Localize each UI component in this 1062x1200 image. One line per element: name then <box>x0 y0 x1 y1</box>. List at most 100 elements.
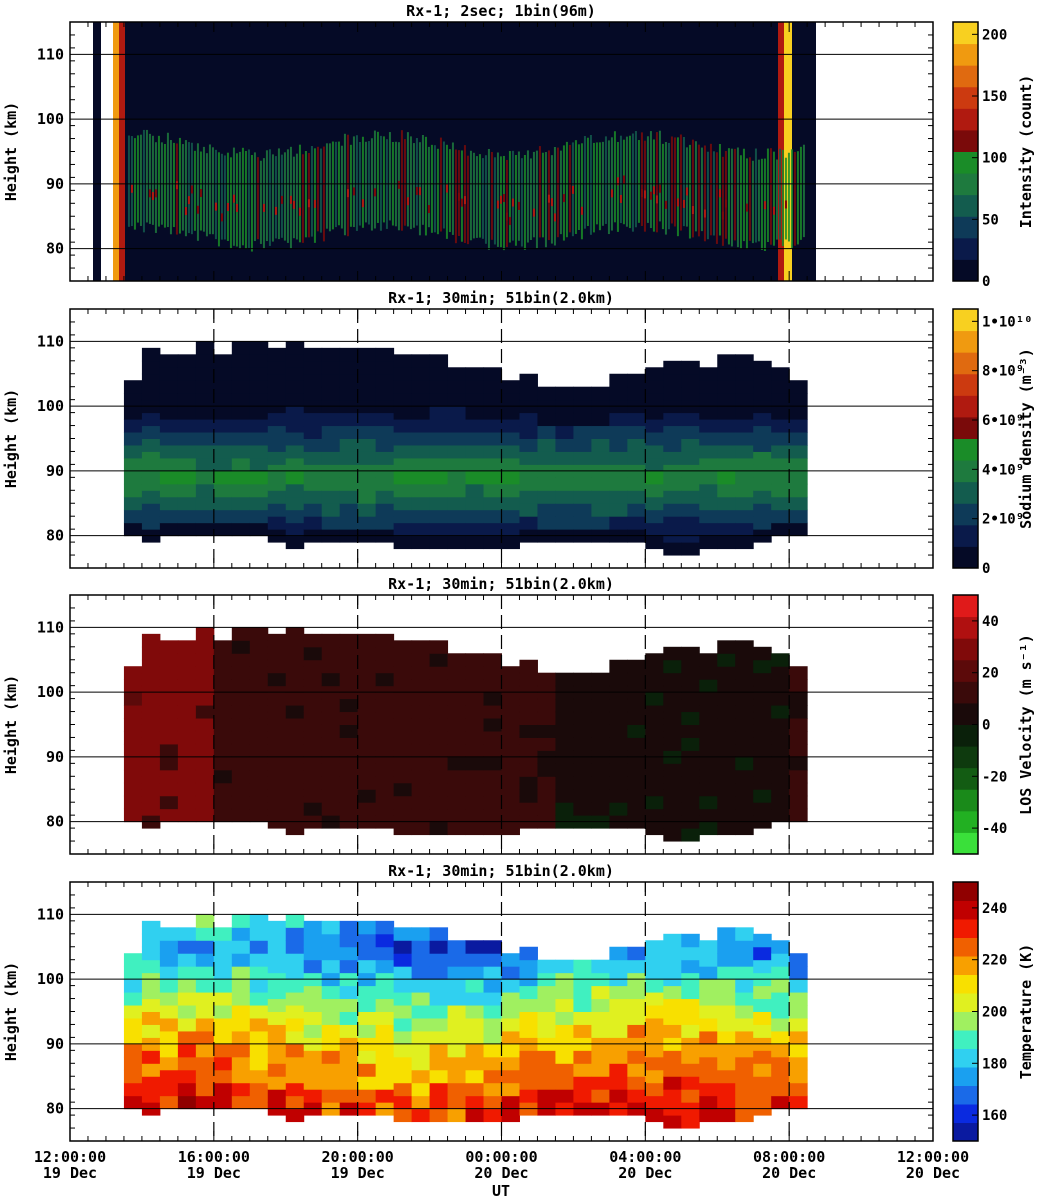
heatmap-cell <box>771 940 790 954</box>
heatmap-cell <box>159 940 179 954</box>
heatmap-cell <box>429 679 449 693</box>
heatmap-cell <box>393 432 413 446</box>
heatmap-cell <box>267 1076 287 1090</box>
heatmap-cell <box>285 640 305 654</box>
heatmap-cell <box>141 1076 161 1090</box>
colorbar-segment <box>953 956 978 975</box>
heatmap-cell <box>717 679 736 693</box>
heatmap-cell <box>357 959 377 974</box>
heatmap-cell <box>231 940 251 954</box>
heatmap-cell <box>303 490 323 504</box>
heatmap-cell <box>519 386 538 401</box>
intensity-stripe <box>736 147 739 248</box>
heatmap-cell <box>681 1115 700 1129</box>
heatmap-cell <box>483 1082 502 1097</box>
heatmap-cell <box>411 718 431 732</box>
heatmap-cell <box>267 998 287 1012</box>
heatmap-cell <box>159 692 179 706</box>
intensity-peak <box>724 199 727 208</box>
heatmap-cell <box>753 490 772 504</box>
heatmap-cell <box>195 769 215 784</box>
heatmap-cell <box>609 451 628 465</box>
heatmap-cell <box>465 769 485 784</box>
intensity-stripe <box>724 151 727 239</box>
heatmap-cell <box>195 640 215 654</box>
heatmap-cell <box>249 1082 269 1097</box>
heatmap-cell <box>717 406 736 420</box>
heatmap-cell <box>789 406 808 420</box>
heatmap-cell <box>321 516 341 530</box>
heatmap-cell <box>735 821 754 836</box>
heatmap-cell <box>699 979 718 993</box>
heatmap-cell <box>771 1056 790 1071</box>
heatmap-cell <box>159 705 179 719</box>
heatmap-cell <box>717 1017 736 1032</box>
intensity-stripe <box>607 140 610 235</box>
heatmap-cell <box>303 985 323 1000</box>
intensity-stripe <box>757 159 760 242</box>
heatmap-cell <box>789 756 808 771</box>
heatmap-cell <box>447 679 467 693</box>
y-tick-label: 80 <box>46 240 64 258</box>
heatmap-cell <box>159 393 179 407</box>
intensity-stripe <box>196 143 199 241</box>
heatmap-cell <box>285 653 305 667</box>
heatmap-cell <box>141 633 161 648</box>
heatmap-cell <box>123 393 143 407</box>
heatmap-cell <box>447 1017 467 1032</box>
heatmap-cell <box>663 959 682 974</box>
x-tick-label-day: 20 Dec <box>618 1164 672 1182</box>
heatmap-cell <box>771 509 790 524</box>
heatmap-cell <box>609 490 628 504</box>
heatmap-cell <box>429 1056 449 1071</box>
heatmap-cell <box>177 457 197 472</box>
heatmap-cell <box>447 1069 467 1084</box>
intensity-stripe <box>343 133 346 236</box>
heatmap-cell <box>771 406 790 420</box>
heatmap-cell <box>717 367 736 381</box>
heatmap-cell <box>231 496 251 511</box>
heatmap-cell <box>429 979 449 993</box>
heatmap-cell <box>717 966 736 980</box>
heatmap-cell <box>393 692 413 706</box>
heatmap-cell <box>339 386 359 401</box>
x-tick-label-day: 20 Dec <box>762 1164 816 1182</box>
intensity-stripe <box>220 153 223 240</box>
heatmap-cell <box>267 789 287 803</box>
intensity-stripe <box>406 132 409 227</box>
heatmap-cell <box>321 802 341 816</box>
intensity-peak <box>616 177 619 186</box>
heatmap-cell <box>591 711 610 725</box>
heatmap-cell <box>339 438 359 452</box>
heatmap-cell <box>789 769 808 784</box>
colorbar-frame <box>952 308 979 569</box>
intensity-peak <box>745 203 748 212</box>
heatmap-cell <box>519 1024 538 1038</box>
heatmap-cell <box>195 1043 215 1058</box>
intensity-peak <box>262 203 265 212</box>
heatmap-cell <box>663 646 682 661</box>
heatmap-cell <box>627 1050 646 1064</box>
heatmap-cell <box>159 406 179 420</box>
heatmap-cell <box>339 672 359 687</box>
heatmap-cell <box>267 659 287 674</box>
heatmap-cell <box>681 789 700 803</box>
heatmap-cell <box>537 503 556 517</box>
heatmap-cell <box>501 393 520 407</box>
heatmap-cell <box>249 705 269 719</box>
heatmap-cell <box>573 711 592 725</box>
heatmap-cell <box>771 769 790 784</box>
heatmap-cell <box>357 724 377 738</box>
intensity-stripe <box>274 156 277 239</box>
x-tick-label-day: 20 Dec <box>906 1164 960 1182</box>
heatmap-cell <box>285 756 305 771</box>
heatmap-cell <box>447 666 467 680</box>
heatmap-cell <box>447 393 467 407</box>
heatmap-cell <box>249 666 269 680</box>
heatmap-cell <box>537 1050 556 1064</box>
heatmap-cell <box>645 1108 664 1123</box>
heatmap-cell <box>789 470 808 485</box>
heatmap-cell <box>771 795 790 810</box>
heatmap-cell <box>681 490 700 504</box>
